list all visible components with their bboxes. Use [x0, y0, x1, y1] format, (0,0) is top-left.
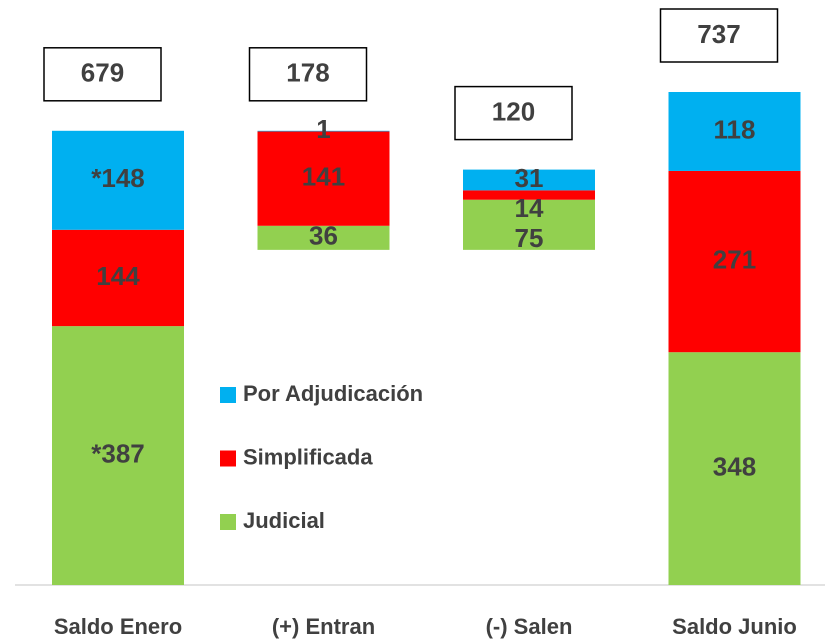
legend-swatch: [220, 450, 236, 467]
legend-swatch: [220, 514, 236, 530]
value-label: 348: [713, 451, 756, 481]
legend-label: Judicial: [243, 508, 325, 533]
bar-segment: [52, 326, 184, 585]
total-box: [43, 47, 162, 102]
total-label: 120: [492, 96, 535, 126]
value-label: 75: [515, 223, 544, 253]
value-label: 1: [316, 114, 330, 144]
bar-segment: [668, 352, 801, 585]
bar-segment: [463, 190, 595, 200]
bar-segment: [52, 229, 184, 327]
bar-segment: [257, 225, 390, 250]
total-box: [454, 85, 573, 141]
x-tick-label: (-) Salen: [486, 614, 573, 639]
bar-segment: [463, 169, 595, 191]
x-tick-label: Saldo Junio: [672, 614, 797, 639]
legend-label: Por Adjudicación: [243, 381, 423, 406]
bar-segment: [257, 130, 390, 132]
value-label: 36: [309, 221, 338, 251]
total-box: [248, 47, 368, 102]
bar-segment: [257, 131, 390, 226]
value-label: 141: [302, 162, 345, 192]
value-label: *387: [91, 438, 145, 468]
value-label: *148: [91, 163, 145, 193]
total-label: 737: [697, 19, 740, 49]
total-box: [659, 8, 779, 63]
value-label: 144: [96, 261, 140, 291]
total-label: 679: [81, 58, 124, 88]
value-label: 118: [714, 114, 756, 144]
x-tick-label: (+) Entran: [272, 614, 375, 639]
value-label: 14: [515, 193, 544, 223]
legend-label: Simplificada: [243, 444, 373, 469]
legend-swatch: [220, 387, 236, 403]
bar-segment: [668, 92, 801, 171]
bar-segment: [463, 199, 595, 250]
bar-segment: [668, 170, 801, 353]
value-label: 31: [515, 163, 544, 193]
total-label: 178: [286, 58, 329, 88]
bar-segment: [52, 130, 184, 230]
value-label: 271: [713, 244, 756, 274]
x-tick-label: Saldo Enero: [54, 614, 182, 639]
